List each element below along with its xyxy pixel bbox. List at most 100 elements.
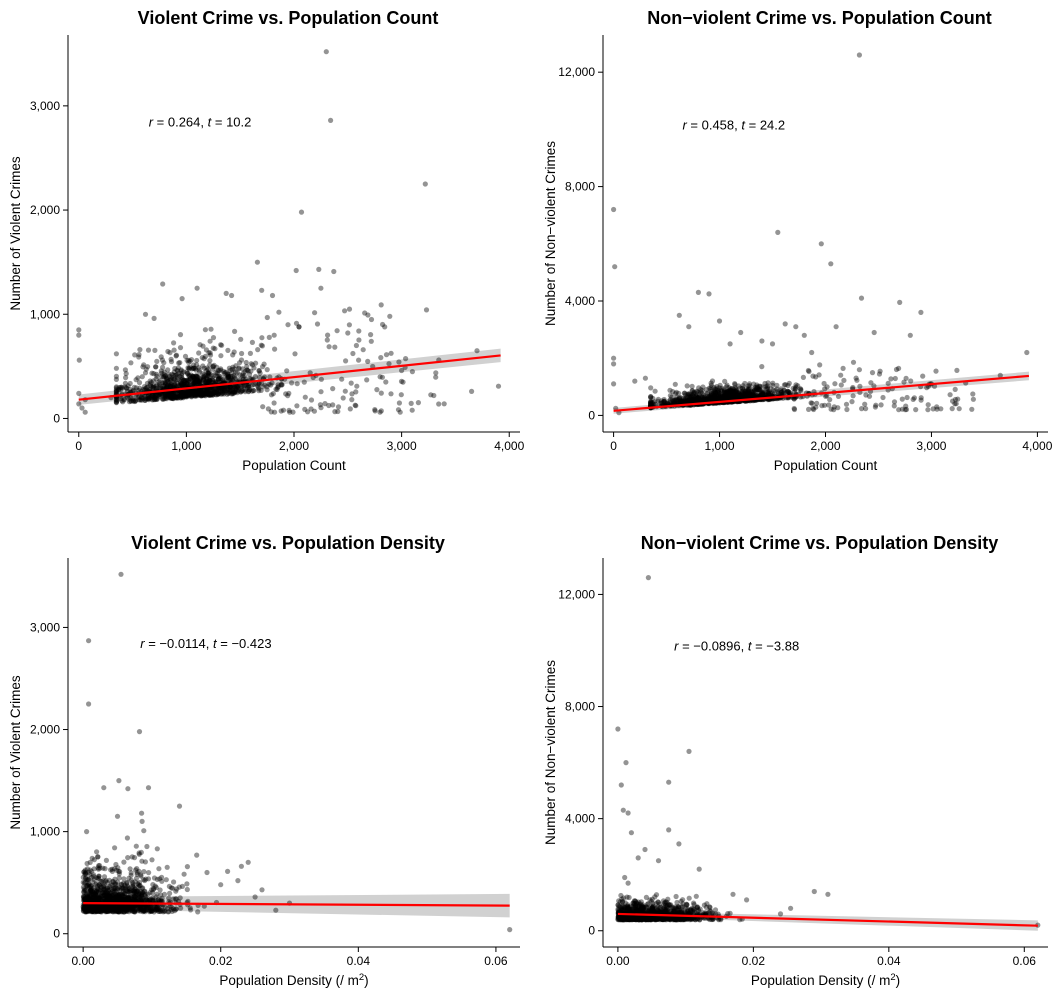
data-point xyxy=(209,380,215,386)
data-point xyxy=(103,906,110,912)
data-point xyxy=(225,387,231,393)
data-point xyxy=(700,396,706,403)
data-point xyxy=(641,916,647,922)
data-point xyxy=(142,370,149,376)
data-point xyxy=(82,870,88,876)
data-point xyxy=(100,882,106,889)
data-point xyxy=(138,894,144,900)
data-point xyxy=(633,917,639,923)
data-point xyxy=(725,396,731,402)
data-point xyxy=(231,366,237,372)
data-point xyxy=(204,378,210,384)
data-point xyxy=(947,392,953,398)
data-point xyxy=(644,914,650,921)
data-point xyxy=(87,905,93,911)
data-point xyxy=(135,394,141,400)
data-point xyxy=(218,367,224,373)
data-point xyxy=(786,389,792,395)
data-point xyxy=(759,392,765,398)
data-point xyxy=(711,384,717,390)
data-point xyxy=(85,877,92,883)
data-point xyxy=(187,376,193,382)
data-point xyxy=(124,835,130,841)
data-point xyxy=(631,914,637,920)
data-point xyxy=(775,229,781,235)
data-point xyxy=(83,895,90,901)
data-point xyxy=(759,393,765,399)
y-axis-label: Number of Non−violent Crimes xyxy=(543,141,558,326)
data-point xyxy=(181,369,187,375)
data-point xyxy=(229,390,235,397)
data-point xyxy=(203,391,209,397)
data-point xyxy=(621,907,627,913)
data-point xyxy=(86,895,92,901)
data-point xyxy=(122,894,128,900)
data-point xyxy=(114,904,120,910)
data-point xyxy=(254,259,260,265)
data-point xyxy=(667,915,673,922)
data-point xyxy=(246,371,253,377)
data-point xyxy=(725,911,731,917)
data-point xyxy=(125,884,131,890)
data-point xyxy=(173,377,179,383)
data-point xyxy=(163,395,169,401)
data-point xyxy=(118,882,125,888)
data-point xyxy=(249,339,255,345)
data-point xyxy=(695,396,702,402)
data-point xyxy=(125,895,131,901)
data-point xyxy=(96,906,102,912)
data-point xyxy=(96,863,102,869)
data-point xyxy=(636,915,642,921)
data-point xyxy=(661,399,668,405)
data-point xyxy=(170,392,176,398)
data-point xyxy=(644,905,650,911)
data-point xyxy=(690,916,696,922)
data-point xyxy=(126,889,132,895)
data-point xyxy=(682,916,688,922)
data-point xyxy=(648,914,654,920)
data-point xyxy=(293,267,299,274)
data-point xyxy=(633,909,639,915)
data-point xyxy=(189,389,195,395)
data-point xyxy=(229,391,235,397)
data-point xyxy=(732,382,738,388)
data-point xyxy=(627,917,633,923)
data-point xyxy=(186,357,192,363)
data-point xyxy=(655,907,661,913)
data-point xyxy=(147,381,153,387)
data-point xyxy=(178,390,184,397)
data-point xyxy=(115,898,121,904)
data-point xyxy=(130,881,136,887)
data-point xyxy=(134,888,140,894)
data-point xyxy=(744,897,750,903)
data-point xyxy=(130,883,136,890)
data-point xyxy=(178,391,184,397)
data-point xyxy=(639,917,645,923)
data-point xyxy=(630,914,636,921)
data-point xyxy=(91,857,97,863)
data-point xyxy=(87,906,93,912)
data-point xyxy=(780,391,787,397)
data-point xyxy=(157,385,163,391)
data-point xyxy=(663,909,669,916)
data-point xyxy=(178,389,184,395)
data-point xyxy=(135,375,141,381)
data-point xyxy=(670,915,676,922)
data-point xyxy=(95,906,101,912)
data-point xyxy=(690,391,696,397)
data-point xyxy=(626,916,632,922)
data-point xyxy=(318,389,324,395)
data-point xyxy=(179,883,185,890)
data-point xyxy=(742,391,749,397)
data-point xyxy=(90,908,96,915)
data-point xyxy=(90,908,96,914)
data-point xyxy=(192,392,198,398)
data-point xyxy=(688,398,694,404)
data-point xyxy=(178,367,184,373)
data-point xyxy=(188,389,194,395)
data-point xyxy=(206,392,213,398)
data-point xyxy=(635,914,642,921)
data-point xyxy=(119,909,125,915)
data-point xyxy=(636,916,643,922)
data-point xyxy=(755,385,761,391)
